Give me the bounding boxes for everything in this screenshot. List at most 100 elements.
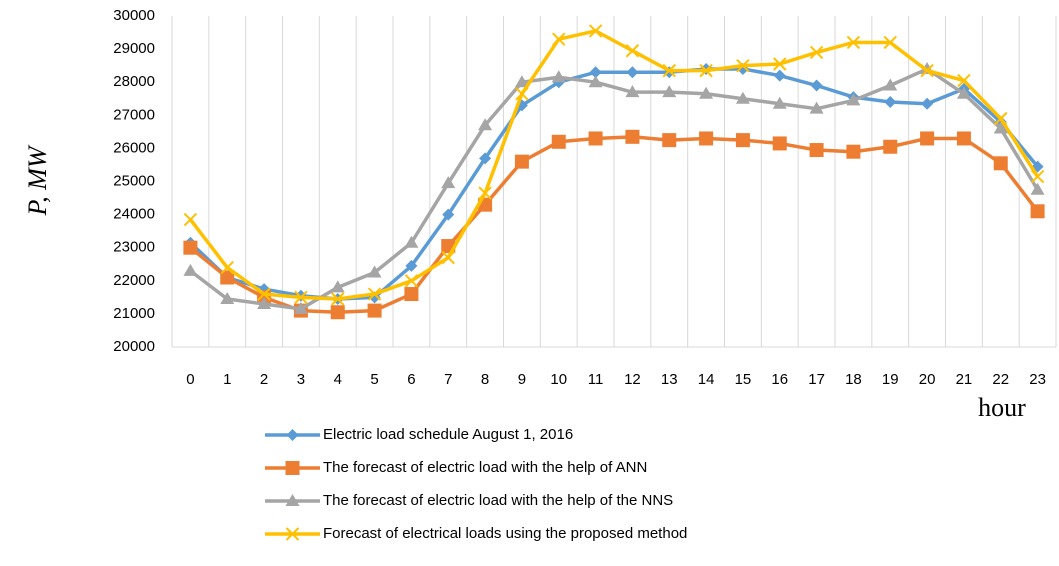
y-tick-label: 24000 <box>113 206 155 223</box>
legend-marker <box>286 429 299 441</box>
x-tick-label: 10 <box>550 371 567 388</box>
data-point <box>367 287 382 301</box>
data-point <box>846 93 861 106</box>
data-point <box>699 63 713 78</box>
data-point <box>735 133 750 148</box>
data-point <box>846 144 861 159</box>
x-tick-label: 11 <box>588 371 604 388</box>
data-point <box>404 274 419 288</box>
y-tick-label: 23000 <box>113 239 155 256</box>
x-tick-label: 1 <box>223 371 231 388</box>
legend-label: The forecast of electric load with the h… <box>323 492 673 509</box>
data-point <box>220 292 235 305</box>
x-tick-label: 8 <box>481 371 489 388</box>
data-point <box>662 85 677 98</box>
data-point <box>921 97 934 110</box>
data-point <box>920 63 934 78</box>
x-tick-label: 4 <box>334 371 342 388</box>
data-point <box>662 63 676 78</box>
series-line <box>189 29 1040 301</box>
x-tick-label: 18 <box>845 371 862 388</box>
data-point <box>625 129 640 144</box>
x-tick-label: 12 <box>624 371 641 388</box>
data-point <box>662 133 677 148</box>
data-point <box>994 111 1008 126</box>
data-point <box>589 66 602 79</box>
data-point <box>735 91 750 104</box>
y-tick-label: 20000 <box>113 338 155 355</box>
data-point <box>479 152 492 165</box>
x-axis-label: hour <box>978 393 1026 422</box>
data-point <box>956 131 971 146</box>
data-point <box>183 212 198 227</box>
x-tick-label: 16 <box>771 371 788 388</box>
data-point <box>294 290 308 305</box>
x-tick-label: 17 <box>808 371 825 388</box>
data-point <box>588 24 603 38</box>
data-point <box>514 154 529 169</box>
data-point <box>478 118 493 131</box>
legend-label: Forecast of electrical loads using the p… <box>323 525 687 542</box>
data-point <box>331 292 345 306</box>
data-point <box>773 69 786 82</box>
legend-marker <box>285 494 300 506</box>
data-point <box>772 96 787 109</box>
data-point <box>810 79 823 92</box>
data-point <box>883 35 897 50</box>
data-point <box>993 156 1008 171</box>
data-point <box>772 136 787 151</box>
data-point <box>515 87 529 101</box>
x-tick-label: 20 <box>919 371 936 388</box>
data-point <box>441 250 455 265</box>
data-point <box>478 186 492 200</box>
data-point <box>1030 182 1045 195</box>
x-tick-label: 5 <box>370 371 378 388</box>
data-point <box>1030 204 1045 219</box>
data-point <box>330 305 345 320</box>
data-point <box>1030 169 1045 184</box>
data-point <box>956 86 971 99</box>
data-point <box>330 280 345 293</box>
y-tick-label: 25000 <box>113 172 155 189</box>
data-point <box>404 235 419 248</box>
data-point <box>588 75 603 88</box>
y-axis-label: P, MW <box>23 144 52 216</box>
data-point <box>736 58 750 73</box>
data-point <box>883 78 898 91</box>
data-point <box>405 259 418 272</box>
x-tick-label: 15 <box>735 371 752 388</box>
data-point <box>257 296 272 309</box>
data-point <box>404 287 419 302</box>
data-point <box>626 66 639 79</box>
x-tick-label: 3 <box>297 371 305 388</box>
data-point <box>551 134 566 149</box>
data-point <box>883 139 898 154</box>
data-point <box>220 260 234 275</box>
data-point <box>993 121 1008 134</box>
data-point <box>257 287 271 301</box>
x-tick-label: 0 <box>186 371 194 388</box>
y-tick-label: 30000 <box>113 7 155 24</box>
data-point <box>293 301 308 314</box>
y-tick-label: 28000 <box>113 73 155 90</box>
legend-marker <box>285 461 300 475</box>
data-point <box>367 303 382 318</box>
data-point <box>957 73 971 88</box>
data-point <box>773 57 787 71</box>
data-point <box>809 45 824 60</box>
legend-label: Electric load schedule August 1, 2016 <box>323 426 573 443</box>
data-point <box>551 70 566 83</box>
data-point <box>809 143 824 158</box>
data-point <box>625 44 640 58</box>
data-point <box>220 270 235 285</box>
data-point <box>588 131 603 146</box>
x-tick-label: 19 <box>882 371 899 388</box>
x-tick-label: 23 <box>1029 371 1046 388</box>
x-tick-label: 2 <box>260 371 268 388</box>
y-tick-label: 22000 <box>113 272 155 289</box>
x-tick-label: 22 <box>992 371 1009 388</box>
y-tick-label: 27000 <box>113 106 155 123</box>
x-tick-label: 21 <box>956 371 973 388</box>
data-point <box>183 263 198 276</box>
